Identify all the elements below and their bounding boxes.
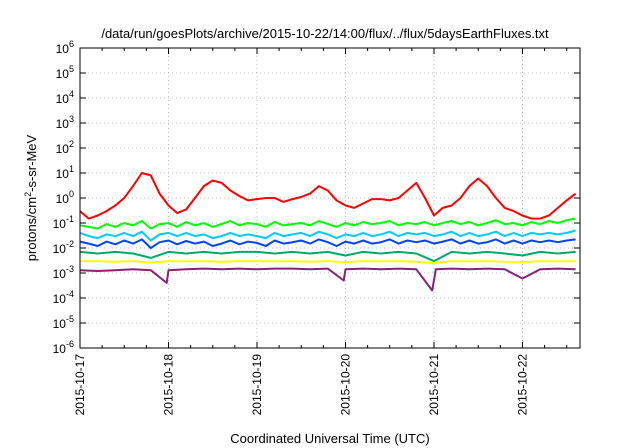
x-axis-label: Coordinated Universal Time (UTC) <box>230 431 429 446</box>
y-tick-label: 10-5 <box>53 314 74 331</box>
y-tick-label: 106 <box>56 39 74 56</box>
y-tick-label: 105 <box>56 64 74 81</box>
series-line-5 <box>80 260 576 265</box>
y-tick-label: 10-3 <box>53 264 74 281</box>
grid <box>80 48 580 348</box>
series-line-6 <box>79 267 576 292</box>
x-tick-label: 2015-10-17 <box>73 354 87 416</box>
y-tick-label: 10-2 <box>53 239 74 256</box>
y-tick-label: 101 <box>56 164 74 181</box>
x-tick-label: 2015-10-21 <box>427 354 441 416</box>
x-tick-label: 2015-10-22 <box>515 354 529 416</box>
y-tick-label: 10-6 <box>53 339 74 356</box>
y-tick-label: 10-1 <box>53 214 74 231</box>
y-tick-label: 100 <box>56 189 74 206</box>
x-tick-label: 2015-10-18 <box>161 354 175 416</box>
series-line-0 <box>79 172 577 220</box>
y-tick-label: 104 <box>56 89 74 106</box>
series-line-2 <box>79 229 576 242</box>
y-tick-label: 102 <box>56 139 74 156</box>
y-tick-label: 10-4 <box>53 289 74 306</box>
y-tick-label: 103 <box>56 114 74 131</box>
y-axis-label: protons/cm2-s-sr-MeV <box>23 134 39 261</box>
y-axis: 106 105 104 103 102 101 100 10-1 10-2 10-3 10-4 10-… <box>53 39 580 356</box>
series-line-4 <box>79 250 576 263</box>
series-layer <box>79 172 577 292</box>
x-tick-label: 2015-10-20 <box>338 354 352 416</box>
x-axis: 2015-10-17 2015-10-18 2015-10-19 2015-10-20… <box>73 48 568 416</box>
series-line-3 <box>79 238 576 249</box>
series-line-1 <box>79 217 576 230</box>
x-tick-label: 2015-10-19 <box>250 354 264 416</box>
chart-title: /data/run/goesPlots/archive/2015-10-22/1… <box>101 26 549 41</box>
